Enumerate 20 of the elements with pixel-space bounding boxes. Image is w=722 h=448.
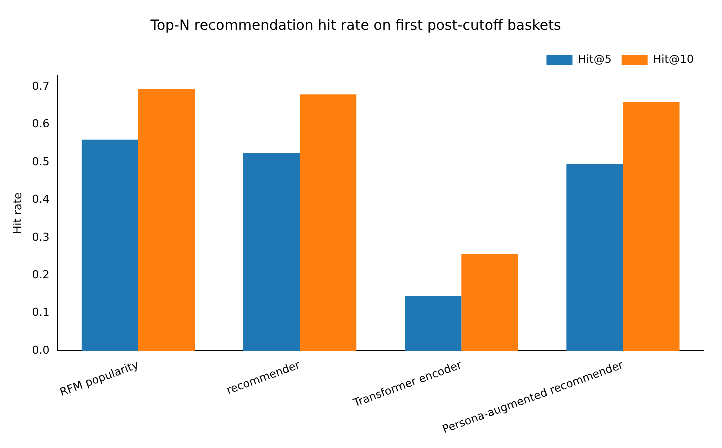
y-axis-title: Hit rate — [11, 192, 24, 234]
chart-title: Top-N recommendation hit rate on first post-cutoff baskets — [150, 18, 562, 34]
y-tick-label: 0.1 — [32, 306, 50, 320]
bar — [138, 88, 196, 352]
legend-label: Hit@10 — [653, 53, 694, 66]
bar — [300, 94, 357, 352]
bar — [566, 164, 624, 352]
bar — [405, 296, 462, 352]
bar — [82, 140, 138, 352]
y-tick-label: 0.6 — [32, 118, 50, 131]
bar — [462, 254, 518, 352]
y-tick-label: 0.5 — [32, 155, 50, 168]
y-tick-label: 0.2 — [32, 268, 50, 282]
bar — [244, 153, 300, 352]
y-tick-label: 0.3 — [32, 230, 50, 244]
y-tick-label: 0.0 — [32, 344, 50, 357]
y-tick-label: 0.7 — [32, 80, 50, 93]
legend-label: Hit@5 — [578, 53, 612, 66]
bar — [623, 102, 680, 352]
y-tick-label: 0.4 — [32, 193, 50, 206]
